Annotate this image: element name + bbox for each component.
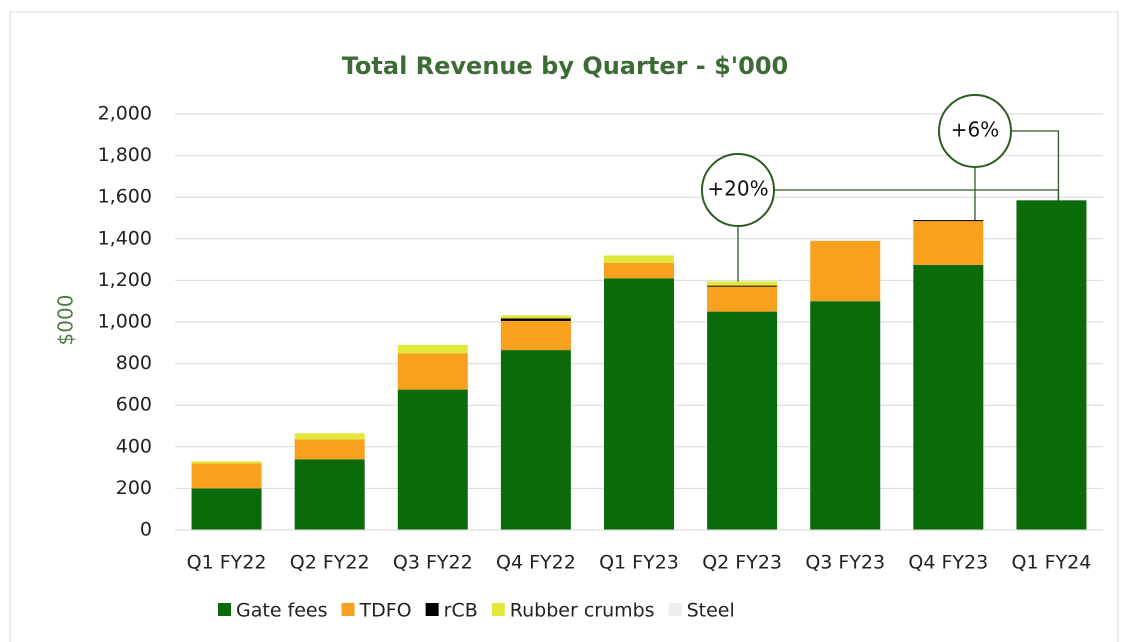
y-tick-label: 2,000 — [98, 103, 152, 125]
legend-swatch — [218, 603, 231, 616]
bar-segment — [707, 281, 778, 286]
bar-segment — [191, 463, 262, 489]
bar-segment — [500, 318, 571, 321]
x-tick-label: Q4 FY22 — [496, 552, 576, 574]
bar-segment — [810, 240, 881, 302]
bar-segment — [604, 262, 674, 279]
bar-segment — [913, 264, 984, 530]
x-tick-label: Q2 FY23 — [702, 552, 782, 574]
x-tick-label: Q4 FY23 — [908, 552, 988, 574]
x-tick-label: Q1 FY24 — [1012, 552, 1092, 574]
bar-segment — [294, 439, 365, 460]
x-tick-label: Q1 FY22 — [187, 552, 267, 574]
y-axis-label: $000 — [54, 295, 78, 346]
y-tick-label: 0 — [140, 519, 152, 541]
bar-segment — [707, 286, 778, 312]
y-tick-label: 1,000 — [98, 311, 152, 333]
y-tick-label: 1,800 — [98, 144, 152, 166]
annotation: +20% — [707, 177, 768, 201]
legend-label: Steel — [687, 600, 735, 622]
x-tick-label: Q1 FY23 — [599, 552, 679, 574]
bar-segment — [604, 278, 674, 530]
bar-segment — [810, 301, 881, 530]
x-tick-label: Q2 FY22 — [290, 552, 370, 574]
y-tick-label: 1,400 — [98, 227, 152, 249]
connector — [1011, 130, 1060, 201]
legend-label: rCB — [444, 600, 478, 622]
y-tick-label: 400 — [116, 435, 152, 457]
bar-segment — [191, 461, 262, 464]
legend-swatch — [668, 603, 682, 616]
bar-segment — [294, 433, 365, 440]
bar-segment — [294, 459, 365, 530]
bar-segment — [707, 311, 778, 530]
annotation-circle — [701, 153, 775, 227]
bar-segment — [604, 255, 674, 263]
bar-segment — [913, 220, 984, 222]
y-tick-label: 800 — [116, 352, 152, 374]
bar-segment — [500, 315, 571, 319]
bar-segment — [397, 353, 468, 390]
legend-swatch — [425, 603, 439, 616]
legend-swatch — [341, 603, 355, 616]
y-tick-label: 200 — [116, 477, 152, 499]
legend-label: Rubber crumbs — [510, 600, 655, 622]
bar-segment — [810, 239, 881, 241]
bar-segment — [500, 320, 571, 351]
legend-label: TDFO — [359, 600, 412, 622]
x-tick-label: Q3 FY23 — [805, 552, 885, 574]
annotation-circle — [938, 94, 1012, 168]
bar-segment — [397, 389, 468, 530]
legend-label: Gate fees — [236, 600, 328, 622]
bar-segment — [707, 285, 778, 287]
y-tick-label: 1,600 — [98, 186, 152, 208]
bar-segment — [913, 221, 984, 265]
bar-segment — [500, 350, 571, 530]
y-tick-label: 600 — [116, 394, 152, 416]
legend-swatch — [491, 603, 505, 616]
chart-title: Total Revenue by Quarter - $'000 — [342, 52, 789, 80]
y-tick-label: 1,200 — [98, 269, 152, 291]
annotation: +6% — [951, 118, 1000, 142]
bar-segment — [397, 344, 468, 354]
bar-segment — [1016, 200, 1087, 530]
x-tick-label: Q3 FY22 — [393, 552, 473, 574]
bar-segment — [191, 488, 262, 530]
